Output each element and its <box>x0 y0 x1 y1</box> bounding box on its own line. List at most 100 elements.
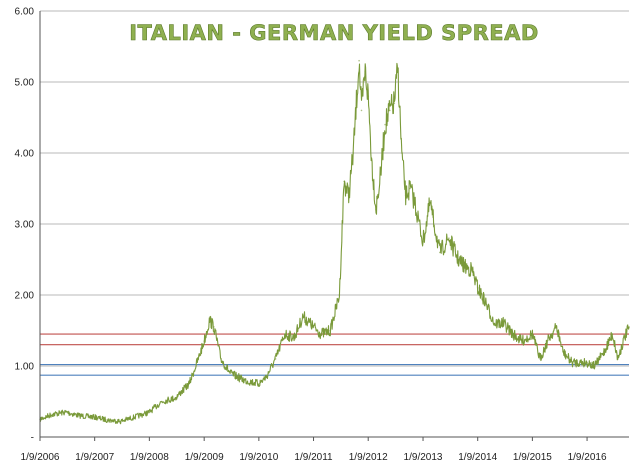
data-point <box>379 173 382 176</box>
x-tick-label: 1/9/2007 <box>75 452 114 463</box>
data-point <box>265 375 268 378</box>
data-point <box>484 301 487 303</box>
data-point <box>404 194 407 197</box>
x-tick-label: 1/9/2014 <box>458 452 497 463</box>
data-point <box>364 70 367 73</box>
data-point <box>188 383 190 385</box>
data-point <box>429 201 431 204</box>
data-point <box>562 351 564 353</box>
data-point <box>375 209 377 211</box>
y-tick-labels: - 1.00 2.00 3.00 4.00 5.00 6.00 <box>15 7 35 444</box>
data-point <box>65 411 67 413</box>
y-tick-label: 2.00 <box>15 291 35 302</box>
data-point <box>329 329 332 332</box>
data-point <box>396 67 399 69</box>
data-point <box>161 400 163 403</box>
data-point <box>274 358 277 360</box>
data-point <box>464 265 466 268</box>
axes <box>39 11 629 438</box>
data-point <box>197 358 200 360</box>
data-point <box>401 152 403 154</box>
data-point <box>617 358 619 360</box>
data-point <box>284 333 286 335</box>
x-tick-labels: 1/9/2006 1/9/2007 1/9/2008 1/9/2009 1/9/2010… <box>21 437 607 463</box>
x-tick-label: 1/9/2010 <box>239 452 278 463</box>
data-point <box>106 419 108 421</box>
data-point <box>512 333 514 335</box>
data-point <box>471 269 473 271</box>
data-point <box>531 333 534 335</box>
y-tick-label: 4.00 <box>15 149 35 160</box>
data-point <box>51 413 54 416</box>
data-point <box>422 241 424 243</box>
data-point <box>432 216 434 218</box>
data-point <box>358 59 360 62</box>
data-point <box>174 397 177 399</box>
spread-series-line <box>39 62 630 425</box>
data-point <box>338 294 341 296</box>
data-point <box>586 361 588 364</box>
data-point <box>213 326 215 328</box>
y-tick-label: 1.00 <box>15 362 35 373</box>
chart-title: ITALIAN - GERMAN YIELD SPREAD <box>129 21 539 45</box>
data-point <box>502 322 505 325</box>
data-point <box>476 287 479 289</box>
x-tick-label: 1/9/2015 <box>513 452 552 463</box>
x-tick-label: 1/9/2009 <box>185 452 224 463</box>
data-point <box>448 237 450 239</box>
y-tick-label: - <box>31 433 34 444</box>
data-point <box>148 411 151 413</box>
data-point <box>389 109 391 112</box>
data-point <box>493 322 496 325</box>
data-point <box>220 358 222 360</box>
data-point <box>258 383 260 385</box>
data-point <box>594 365 596 367</box>
data-point <box>312 326 315 328</box>
data-point <box>293 336 295 339</box>
data-point <box>229 372 231 374</box>
data-point <box>352 152 355 154</box>
data-point <box>360 109 363 112</box>
data-point <box>409 187 411 190</box>
data-point <box>439 251 441 254</box>
data-point <box>243 379 245 382</box>
x-tick-label: 1/9/2016 <box>568 452 607 463</box>
data-point <box>580 361 582 364</box>
data-point <box>119 420 122 423</box>
data-point <box>623 336 626 339</box>
data-point <box>628 326 630 328</box>
x-tick-label: 1/9/2008 <box>130 452 169 463</box>
data-point <box>93 416 96 418</box>
data-point <box>208 319 211 321</box>
x-tick-label: 1/9/2012 <box>349 452 388 463</box>
data-point <box>347 194 350 197</box>
data-point <box>571 361 573 364</box>
x-tick-label: 1/9/2006 <box>21 452 60 463</box>
data-point <box>78 414 81 417</box>
data-point <box>320 333 323 335</box>
data-point <box>414 201 416 204</box>
data-point <box>343 180 345 183</box>
y-tick-label: 6.00 <box>15 7 35 18</box>
data-point <box>555 326 558 328</box>
data-point <box>370 159 373 161</box>
x-tick-label: 1/9/2011 <box>294 452 333 463</box>
data-point <box>302 315 305 318</box>
data-point <box>457 258 460 261</box>
data-point <box>133 416 136 418</box>
data-point <box>367 95 370 97</box>
data-point <box>539 358 541 360</box>
gridlines <box>40 10 629 438</box>
y-tick-label: 5.00 <box>15 78 35 89</box>
data-point <box>521 340 523 342</box>
data-point <box>203 340 205 342</box>
x-tick-label: 1/9/2013 <box>404 452 443 463</box>
data-point <box>393 102 396 105</box>
data-point <box>603 351 605 353</box>
data-point <box>548 336 550 339</box>
data-point <box>611 333 614 335</box>
y-tick-label: 3.00 <box>15 220 35 231</box>
data-point <box>384 123 386 126</box>
